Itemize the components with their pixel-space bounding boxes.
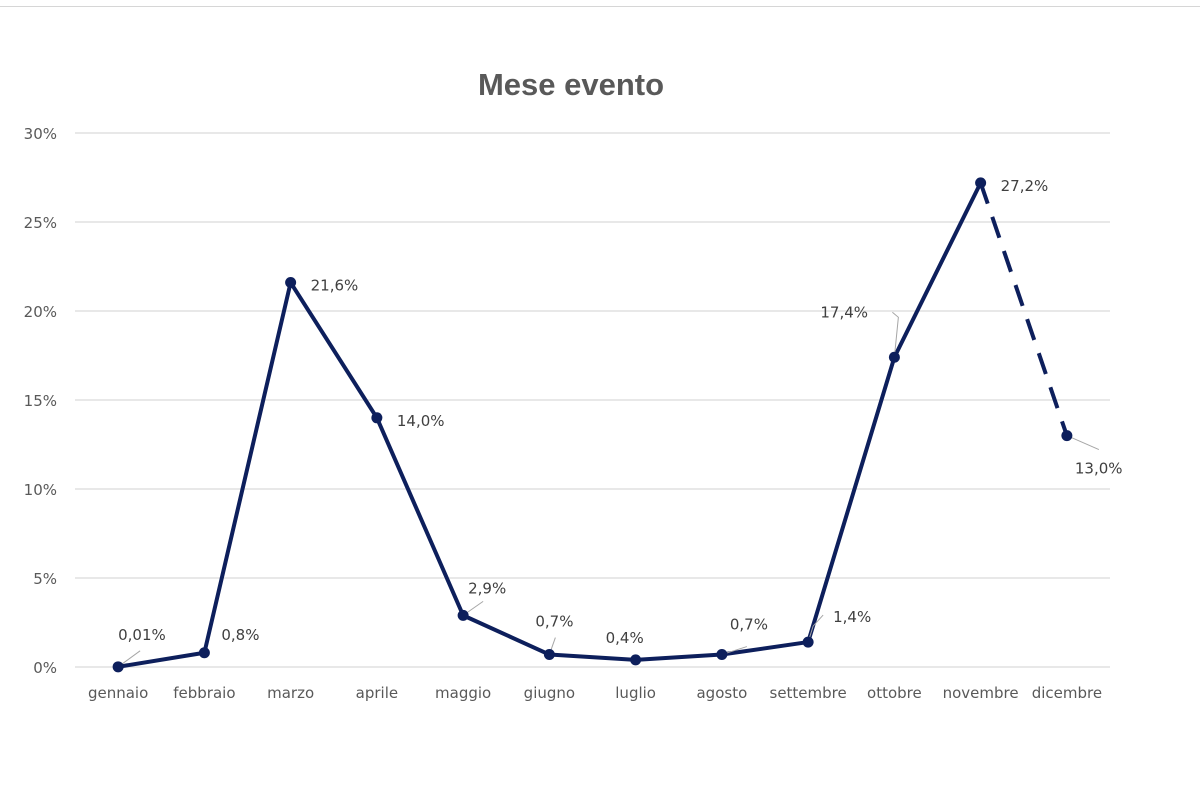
line-segment xyxy=(806,355,897,645)
label-leader-line xyxy=(807,614,824,643)
y-axis-ticks: 0% 5% 10% 15% 20% 25% 30% xyxy=(24,125,57,677)
x-tick-label: febbraio xyxy=(173,684,235,702)
data-point xyxy=(630,654,642,666)
x-tick-label: ottobre xyxy=(867,684,922,702)
x-tick-label: marzo xyxy=(267,684,314,702)
line-segment xyxy=(892,180,983,360)
line-segment xyxy=(288,280,379,420)
data-point xyxy=(543,649,555,661)
data-point xyxy=(802,636,814,648)
y-tick-label: 20% xyxy=(24,303,57,321)
data-label: 0,7% xyxy=(730,616,768,634)
y-tick-label: 15% xyxy=(24,392,57,410)
data-label: 2,9% xyxy=(468,579,506,597)
x-tick-label: gennaio xyxy=(88,684,148,702)
y-tick-label: 30% xyxy=(24,125,57,143)
data-point xyxy=(371,412,383,424)
data-point xyxy=(198,647,210,659)
data-label: 21,6% xyxy=(311,277,359,295)
y-tick-label: 5% xyxy=(33,570,57,588)
series-line xyxy=(116,180,1069,669)
line-segment xyxy=(116,650,207,669)
chart-title: Mese evento xyxy=(478,67,664,102)
x-tick-label: giugno xyxy=(524,684,575,702)
data-label: 1,4% xyxy=(833,608,871,626)
label-leader-line xyxy=(892,311,899,358)
data-label: 0,8% xyxy=(221,626,259,644)
line-segment xyxy=(547,652,638,662)
line-segment xyxy=(461,613,552,657)
data-label: 27,2% xyxy=(1001,177,1049,195)
data-point xyxy=(457,609,469,621)
data-point xyxy=(975,177,987,189)
data-label: 0,4% xyxy=(606,629,644,647)
data-label: 14,0% xyxy=(397,412,445,430)
x-tick-label: maggio xyxy=(435,684,491,702)
data-label: 13,0% xyxy=(1075,460,1123,478)
x-tick-label: settembre xyxy=(770,684,847,702)
data-point xyxy=(285,277,297,289)
data-labels: 0,01% 0,8% 21,6% 14,0% 2,9% 0,7% 0,4% 0,7% 1,4% 1… xyxy=(118,177,1122,647)
data-label: 0,7% xyxy=(535,613,573,631)
line-segment xyxy=(978,182,1069,437)
data-point xyxy=(888,351,900,363)
top-border xyxy=(0,6,1200,7)
data-label: 0,01% xyxy=(118,626,166,644)
x-tick-label: aprile xyxy=(356,684,398,702)
x-axis-ticks: gennaio febbraio marzo aprile maggio giugno lu… xyxy=(88,684,1102,702)
x-tick-label: dicembre xyxy=(1032,684,1102,702)
x-tick-label: novembre xyxy=(943,684,1019,702)
y-tick-label: 10% xyxy=(24,481,57,499)
data-point xyxy=(716,649,728,661)
data-point xyxy=(112,661,124,673)
y-tick-label: 0% xyxy=(33,659,57,677)
data-point xyxy=(1061,430,1073,442)
label-leader-line xyxy=(1066,435,1100,451)
line-segment xyxy=(202,280,293,655)
grid-lines xyxy=(75,132,1110,668)
x-tick-label: agosto xyxy=(696,684,747,702)
line-segment xyxy=(374,415,466,618)
y-tick-label: 25% xyxy=(24,214,57,232)
line-segment xyxy=(719,640,811,657)
x-tick-label: luglio xyxy=(615,684,656,702)
data-label: 17,4% xyxy=(820,303,868,321)
line-segment xyxy=(633,652,724,662)
series-points xyxy=(112,177,1073,673)
